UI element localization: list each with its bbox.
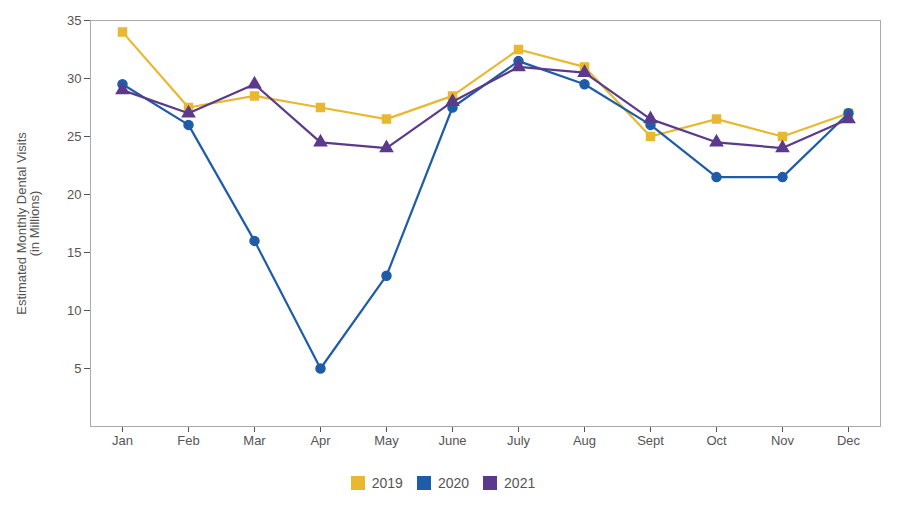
svg-text:Feb: Feb [177,433,199,448]
html-text:2020: 2020 [437,474,470,491]
svg-text:Apr: Apr [310,433,331,448]
svg-text:June: June [438,433,466,448]
svg-text:Sept: Sept [637,433,664,448]
html-text:2021: 2021 [504,474,536,491]
svg-text:30: 30 [67,71,81,86]
svg-text:Nov: Nov [771,433,795,448]
svg-text:Mar: Mar [243,433,266,448]
svg-text:20: 20 [67,187,81,202]
svg-text:July: July [507,433,531,448]
svg-text:Estimated Monthly Dental Visit: Estimated Monthly Dental Visits(in Milli… [14,132,42,315]
svg-text:May: May [374,433,399,448]
svg-text:Aug: Aug [573,433,596,448]
svg-text:10: 10 [67,303,81,318]
svg-text:25: 25 [67,129,81,144]
svg-text:15: 15 [67,245,81,260]
svg-text:5: 5 [74,361,81,376]
html-text:2019: 2019 [371,474,403,491]
svg-text:Oct: Oct [706,433,727,448]
svg-text:Jan: Jan [112,433,133,448]
svg-text:Dec: Dec [837,433,861,448]
svg-text:35: 35 [67,13,81,28]
